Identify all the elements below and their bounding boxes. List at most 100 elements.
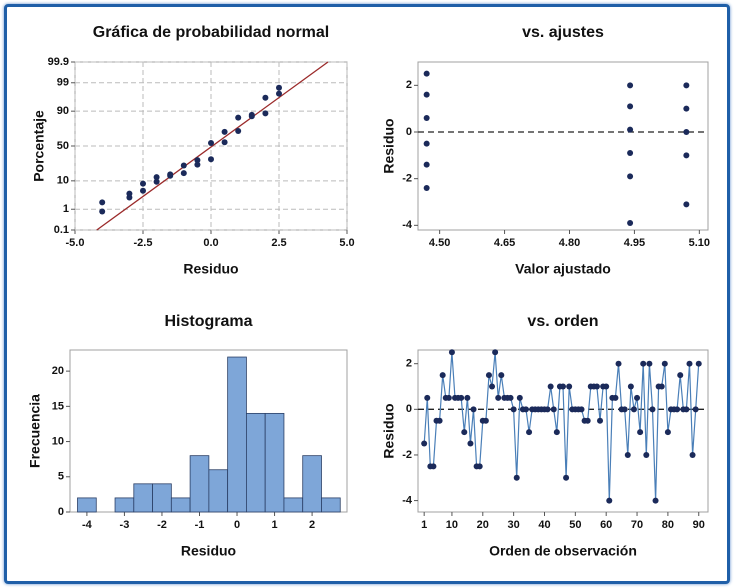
point xyxy=(627,126,634,133)
bar xyxy=(321,497,341,513)
point xyxy=(153,178,160,185)
point xyxy=(510,406,517,413)
point xyxy=(467,440,474,447)
bar xyxy=(170,497,191,513)
x-axis-label: Orden de observación xyxy=(489,543,637,559)
point xyxy=(513,474,520,481)
point xyxy=(627,173,634,180)
y-axis-label: Frecuencia xyxy=(27,394,43,468)
x-tick-label: 40 xyxy=(538,519,550,531)
point xyxy=(423,70,430,77)
point xyxy=(603,383,610,390)
point xyxy=(180,162,187,169)
point xyxy=(140,180,146,187)
x-tick-label: 30 xyxy=(508,519,520,531)
point xyxy=(560,383,566,390)
chart-title: vs. ajustes xyxy=(522,24,604,41)
x-axis-label: Residuo xyxy=(183,261,238,277)
point xyxy=(597,417,604,424)
point xyxy=(423,115,430,121)
x-tick-label: 10 xyxy=(446,519,458,531)
point xyxy=(637,429,644,436)
x-tick-label: 4.65 xyxy=(494,237,515,249)
point xyxy=(547,383,554,390)
point xyxy=(423,185,430,191)
bar xyxy=(133,483,153,513)
y-tick-label: 0.1 xyxy=(54,224,69,236)
point xyxy=(661,360,668,367)
bar xyxy=(208,469,229,513)
x-tick-label: 4.95 xyxy=(624,237,645,249)
point xyxy=(235,128,242,135)
point xyxy=(627,383,634,390)
point xyxy=(624,451,631,458)
point xyxy=(627,220,634,226)
point xyxy=(544,406,551,413)
point xyxy=(262,110,269,117)
y-tick-label: 0 xyxy=(406,126,412,138)
point xyxy=(194,161,201,168)
point xyxy=(593,383,600,390)
point xyxy=(476,463,483,470)
point xyxy=(584,417,591,424)
y-tick-label: -4 xyxy=(402,219,413,231)
x-tick-label: 4.80 xyxy=(559,237,580,249)
point xyxy=(221,139,228,146)
frame xyxy=(4,4,730,584)
point xyxy=(683,105,690,112)
chart-title: Gráfica de probabilidad normal xyxy=(93,24,330,41)
point xyxy=(695,360,702,367)
y-tick-label: 99 xyxy=(57,77,69,89)
plot-area xyxy=(417,349,709,513)
point xyxy=(194,157,201,164)
point xyxy=(550,406,557,413)
point xyxy=(615,360,622,367)
y-tick-label: 0 xyxy=(58,506,64,518)
x-tick-label: 0.0 xyxy=(203,237,218,249)
point xyxy=(643,451,650,458)
y-tick-label: 10 xyxy=(52,435,64,447)
point xyxy=(423,161,430,168)
point xyxy=(235,114,242,121)
point xyxy=(436,417,443,424)
point xyxy=(248,111,255,118)
x-tick-label: -3 xyxy=(120,519,130,531)
point xyxy=(553,429,560,436)
chart-title: Histograma xyxy=(164,313,252,330)
y-tick-label: 2 xyxy=(406,79,412,91)
point xyxy=(630,406,637,413)
point xyxy=(461,429,468,436)
point xyxy=(208,139,214,146)
point xyxy=(664,429,671,436)
point xyxy=(99,208,106,215)
point xyxy=(126,190,133,197)
plot-area xyxy=(417,61,709,231)
x-tick-label: 1 xyxy=(421,519,427,531)
x-tick-label: 4.50 xyxy=(429,237,450,249)
point xyxy=(208,156,214,163)
x-tick-label: 2 xyxy=(309,519,315,531)
bar xyxy=(283,497,304,513)
point xyxy=(276,84,282,91)
point xyxy=(640,360,647,367)
bar xyxy=(189,455,210,513)
point xyxy=(627,82,634,89)
point xyxy=(566,383,573,390)
point xyxy=(167,171,174,178)
x-tick-label: 5.10 xyxy=(689,237,710,249)
x-tick-label: 80 xyxy=(662,519,674,531)
x-tick-label: 20 xyxy=(477,519,489,531)
point xyxy=(674,406,681,413)
y-tick-label: 20 xyxy=(52,365,64,377)
y-tick-label: 50 xyxy=(57,140,69,152)
bar xyxy=(302,455,322,513)
point xyxy=(153,174,160,181)
point xyxy=(492,349,499,356)
point xyxy=(424,394,431,401)
x-tick-label: 90 xyxy=(693,519,705,531)
point xyxy=(262,94,269,101)
point xyxy=(621,406,628,413)
y-axis-label: Residuo xyxy=(381,118,397,173)
point xyxy=(140,187,146,194)
